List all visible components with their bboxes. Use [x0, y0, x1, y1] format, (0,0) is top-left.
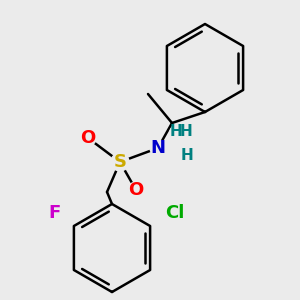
Text: H: H	[181, 148, 194, 163]
Circle shape	[180, 125, 192, 137]
Circle shape	[111, 153, 129, 171]
Text: O: O	[128, 181, 144, 199]
Circle shape	[128, 182, 144, 198]
Circle shape	[48, 206, 62, 220]
Circle shape	[181, 149, 193, 161]
Text: O: O	[80, 129, 96, 147]
Text: N: N	[151, 139, 166, 157]
Circle shape	[150, 140, 166, 156]
Text: F: F	[49, 204, 61, 222]
Text: H: H	[180, 124, 192, 139]
Text: S: S	[113, 153, 127, 171]
Circle shape	[170, 126, 182, 138]
Text: H: H	[169, 124, 182, 140]
Text: Cl: Cl	[165, 204, 185, 222]
Circle shape	[164, 202, 186, 224]
Circle shape	[80, 130, 96, 146]
